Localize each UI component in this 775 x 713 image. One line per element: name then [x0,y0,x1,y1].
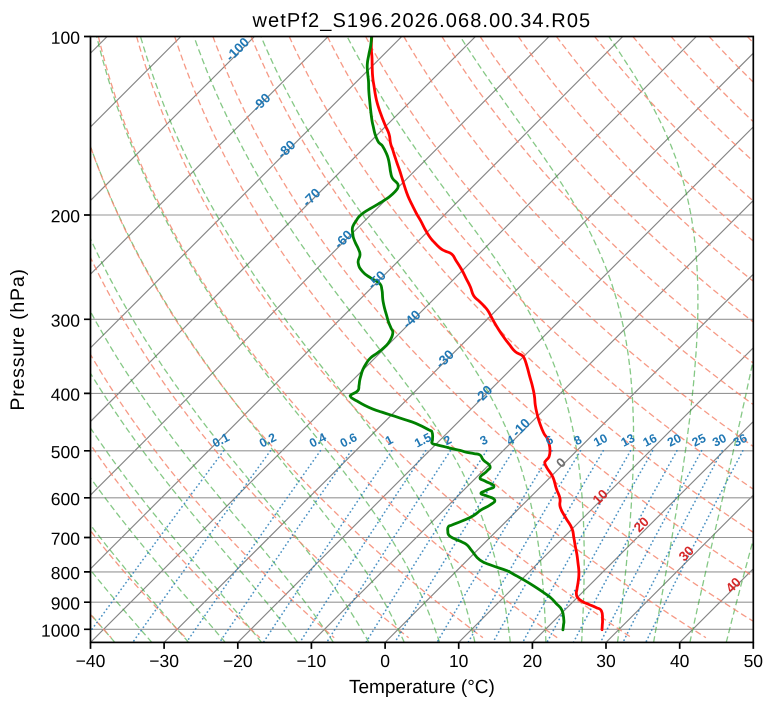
svg-text:−20: −20 [223,651,253,671]
svg-text:700: 700 [51,529,80,549]
svg-text:800: 800 [51,563,80,583]
svg-text:40: 40 [670,651,690,671]
svg-text:600: 600 [51,489,80,509]
svg-text:0.1: 0.1 [210,430,232,450]
svg-text:50: 50 [744,651,764,671]
svg-text:Temperature (°C): Temperature (°C) [349,677,495,698]
svg-text:10: 10 [449,651,469,671]
svg-text:1.5: 1.5 [412,430,434,450]
svg-text:900: 900 [51,593,80,613]
svg-text:13: 13 [619,431,638,450]
svg-text:30: 30 [710,431,729,450]
svg-text:−40: −40 [76,651,106,671]
svg-text:−10: −10 [297,651,327,671]
svg-text:0: 0 [380,651,390,671]
svg-text:0.4: 0.4 [307,430,329,450]
svg-text:100: 100 [51,28,80,48]
svg-text:10: 10 [591,431,610,450]
svg-text:500: 500 [51,442,80,462]
svg-text:20: 20 [665,431,684,450]
svg-text:wetPf2_S196.2026.068.00.34.R05: wetPf2_S196.2026.068.00.34.R05 [251,10,591,32]
svg-text:400: 400 [51,385,80,405]
svg-text:200: 200 [51,206,80,226]
svg-text:25: 25 [690,431,709,450]
svg-text:20: 20 [523,651,543,671]
svg-text:−30: −30 [149,651,179,671]
svg-text:Pressure (hPa): Pressure (hPa) [7,268,29,410]
svg-text:30: 30 [596,651,616,671]
svg-text:36: 36 [731,431,750,450]
svg-text:1000: 1000 [41,621,80,641]
svg-text:0.2: 0.2 [257,430,279,450]
svg-text:300: 300 [51,311,80,331]
svg-text:16: 16 [641,431,660,450]
svg-text:0.6: 0.6 [338,430,360,450]
